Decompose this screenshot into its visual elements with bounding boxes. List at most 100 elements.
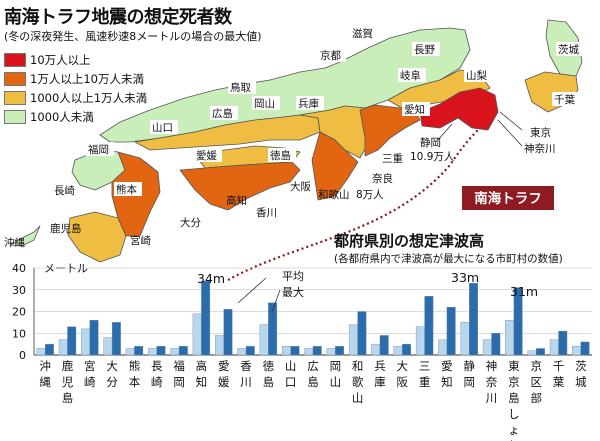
region-okinawa: [9, 225, 41, 247]
bar-max: [469, 283, 478, 356]
pref-label: 広島: [212, 107, 233, 120]
bar-mean: [438, 339, 448, 356]
bar-max: [134, 346, 144, 356]
legend-label: 1000人未満: [30, 109, 94, 124]
pref-label: 和歌山: [318, 188, 350, 201]
pref-count: 10.9万人: [410, 151, 455, 163]
bar-max: [223, 309, 233, 356]
category-label: 京区部: [530, 359, 542, 405]
bar-max: [245, 346, 255, 356]
chart-bars: [36, 280, 590, 356]
bar-mean: [505, 320, 515, 356]
annotation-shizuoka: 33m: [451, 270, 479, 285]
region-kochi: [179, 161, 301, 211]
legend-item-over-100k: 10万人以上: [4, 50, 147, 69]
bar-mean: [348, 324, 358, 356]
pref-label: 長崎: [54, 184, 75, 197]
bar-max: [558, 330, 568, 356]
bar-max: [446, 306, 456, 356]
category-label: 静岡: [463, 359, 475, 389]
annotation-kochi: 34m: [197, 271, 225, 286]
bar-max: [513, 287, 523, 356]
bar-max: [156, 346, 166, 356]
chart-categories: 沖縄鹿児島宮崎大分熊本長崎福岡高知愛媛香川徳島山口広島岡山和歌山兵庫大阪三重愛知…: [39, 359, 587, 441]
pref-label: 三重: [382, 152, 403, 165]
trough-label-box: [462, 186, 554, 210]
bar-mean: [103, 337, 113, 356]
bar-max: [290, 346, 300, 356]
pref-label: 山口: [152, 122, 173, 134]
page-title: 南海トラフ地震の想定死者数: [4, 7, 232, 28]
page-subtitle: (冬の深夜発生、風速秒速8メートルの場合の最大値): [4, 30, 262, 43]
bar-mean: [371, 343, 381, 356]
bar-mean: [572, 346, 582, 356]
pref-label: 滋賀: [352, 27, 373, 40]
chart-subtitle: (各都府県内で津波高が最大になる市町村の数値): [334, 252, 563, 265]
category-label: 広島: [307, 359, 319, 389]
category-label: 東京島しょ部: [508, 359, 520, 441]
bar-mean: [192, 313, 202, 356]
chart-title: 都府県別の想定津波高: [333, 232, 484, 250]
pref-label: 熊本: [116, 183, 137, 196]
category-label: 神奈川: [486, 359, 498, 405]
bar-mean: [58, 339, 68, 356]
pref-label: 愛知: [404, 103, 425, 116]
pref-label: 愛媛: [196, 149, 217, 162]
legend-swatch: [4, 109, 26, 124]
bar-max: [536, 348, 545, 356]
pref-label: 鳥取: [230, 81, 251, 94]
bar-max: [335, 346, 345, 356]
bar-mean: [125, 348, 135, 356]
pref-label: 京都: [320, 49, 341, 62]
bar-max: [424, 296, 434, 356]
bar-max: [111, 322, 121, 356]
bar-max: [268, 302, 278, 356]
pref-label: 鹿児島: [50, 222, 82, 235]
region-shizuoka: [419, 87, 499, 131]
category-label: 和歌山: [352, 359, 364, 405]
pref-label: 徳島: [270, 149, 291, 162]
pref-label: 奈良: [372, 172, 393, 185]
legend-swatch: [4, 90, 26, 105]
pref-label: 香川: [256, 207, 277, 219]
bar-max: [67, 326, 77, 356]
region-wakayama: [311, 131, 359, 201]
bar-max: [201, 280, 211, 356]
pref-label: 高知: [226, 194, 247, 207]
bar-max: [402, 343, 411, 356]
bar-mean: [36, 348, 46, 356]
annotation-tokyo-islands: 31m: [510, 284, 538, 299]
map-legend: 10万人以上 1万人以上10万人未満 1000人以上1万人未満 1000人未満: [4, 50, 147, 126]
region-kagoshima: [67, 211, 127, 263]
category-label: 宮崎: [84, 359, 96, 389]
pref-label: 神奈川: [524, 142, 556, 155]
legend-swatch: [4, 52, 26, 67]
pref-label: 山梨: [466, 69, 487, 82]
category-label: 兵庫: [374, 359, 386, 389]
category-label: 三重: [419, 359, 431, 389]
legend-item-1k-10k: 1000人以上1万人未満: [4, 88, 147, 107]
pref-label: 長野: [414, 44, 435, 56]
bar-max: [580, 341, 590, 356]
pref-label: 福岡: [88, 143, 109, 156]
bar-max: [379, 335, 389, 356]
category-label: 沖縄: [39, 359, 51, 389]
category-label: 岡山: [330, 359, 342, 389]
category-label: 高知: [196, 359, 208, 389]
bar-mean: [237, 348, 247, 356]
bar-mean: [304, 348, 314, 356]
category-label: 茨城: [575, 359, 587, 389]
y-tick-label: 20: [12, 306, 26, 319]
bar-mean: [170, 348, 180, 356]
y-tick-label: 0: [19, 349, 26, 362]
bar-mean: [81, 328, 91, 356]
bar-mean: [482, 339, 492, 356]
category-label: 熊本: [129, 359, 141, 389]
category-label: 大阪: [397, 359, 409, 389]
legend-series-max: 最大: [282, 285, 304, 299]
bar-mean: [415, 326, 425, 356]
bar-mean: [259, 324, 269, 356]
bar-max: [89, 320, 99, 356]
category-label: 山口: [285, 359, 297, 389]
